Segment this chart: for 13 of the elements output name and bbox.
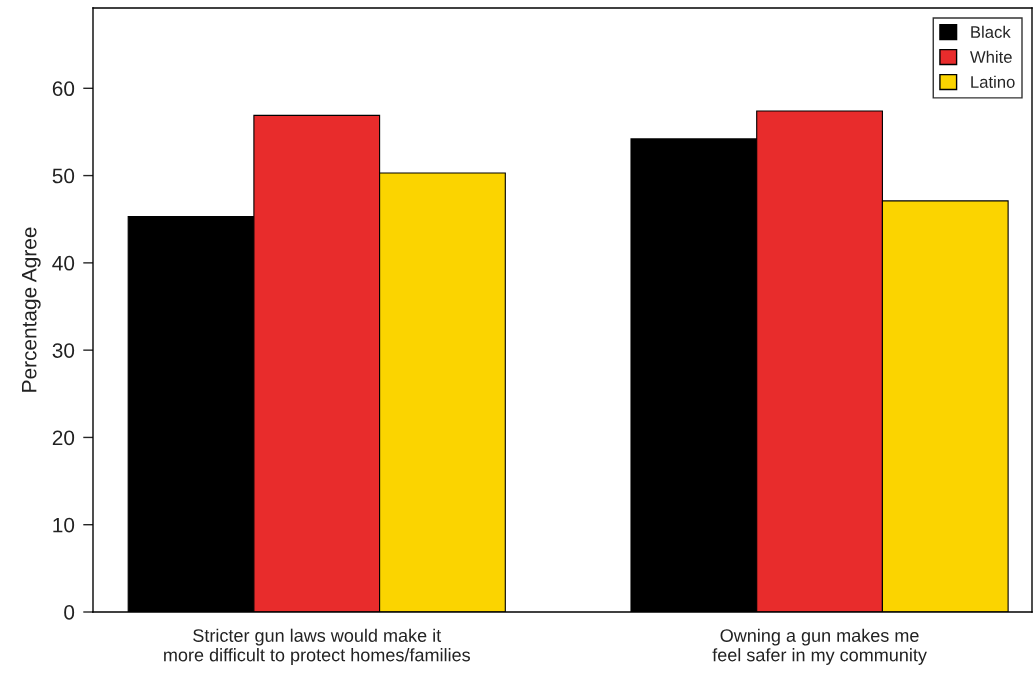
legend-label: White [970, 50, 1012, 63]
legend-label: Black [971, 25, 1011, 38]
legend-label: Latino [971, 75, 1015, 88]
y-tick-label: 50 [52, 168, 75, 184]
y-axis-title: Percentage Agree [22, 227, 41, 392]
y-tick-label: 30 [52, 343, 75, 358]
x-tick-label: Owning a gun makes me feel safer in my community [712, 628, 927, 665]
x-tick-label: Stricter gun laws would make it more difficult to protect homes/families [164, 628, 470, 665]
y-tick-label: 60 [52, 81, 75, 97]
y-tick-label: 40 [52, 255, 75, 271]
y-tick-label: 10 [53, 517, 75, 533]
y-tick-label: 0 [64, 605, 75, 620]
y-tick-label: 20 [52, 430, 75, 446]
